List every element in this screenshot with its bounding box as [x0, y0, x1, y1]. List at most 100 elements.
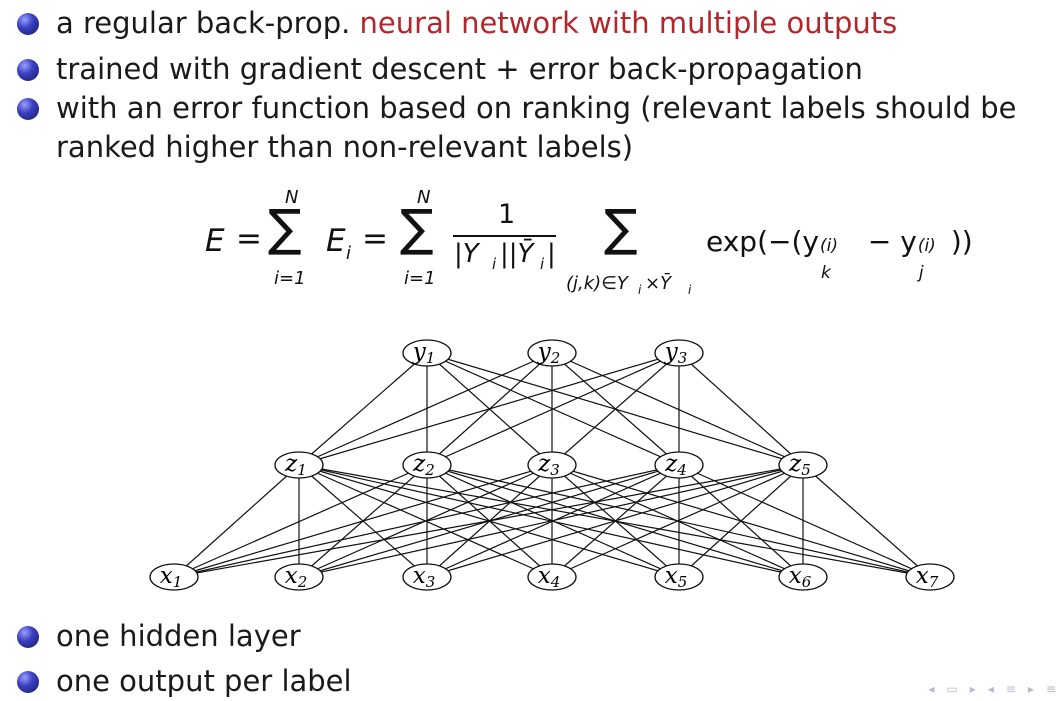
- edge-z4-y1: [426, 352, 680, 466]
- edge-z5-y3: [678, 352, 804, 466]
- frame-icon[interactable]: ▭: [946, 682, 958, 696]
- input-node-x7-ellipse: [905, 563, 955, 591]
- bullet-1-highlight: neural network with multiple outputs: [359, 6, 898, 40]
- fraction-denominator-1: |Y: [454, 239, 479, 269]
- output-node-y3: y3: [654, 339, 704, 367]
- output-node-y2: y2: [527, 339, 577, 367]
- section-prev-icon[interactable]: ◂: [987, 682, 994, 696]
- edge-z3-y1: [426, 352, 553, 466]
- edge-x4-z5: [551, 464, 804, 578]
- edge-x7-z5: [802, 464, 931, 578]
- sum3-lower-b: ×Ȳ: [645, 273, 672, 294]
- sum3-lower-sub-2: i: [688, 283, 692, 297]
- output-node-y1-ellipse: [402, 339, 452, 367]
- navigation-bar: ◂ ▭ ▸ ◂ ≡ ▸ ≡: [928, 682, 1056, 696]
- output-node-y3-ellipse: [654, 339, 704, 367]
- input-node-x5: x5: [654, 563, 704, 591]
- yk-sub: k: [820, 263, 831, 283]
- output-node-y1: y1: [402, 339, 452, 367]
- edge-z1-y1: [298, 352, 428, 466]
- bullet-dot-icon: [17, 671, 39, 693]
- section-icon[interactable]: ≡: [1005, 682, 1016, 696]
- bullet-item-3: with an error function based on ranking …: [8, 89, 1017, 167]
- neural-network-diagram: y1 y2 y3 z1 z2 z3 z4 z5 x1 x2 x3 x4 x5 x6 x7: [149, 339, 955, 591]
- input-node-x6-ellipse: [778, 563, 828, 591]
- exp-head: exp(−(y: [706, 225, 819, 258]
- formula-Ei: E: [326, 223, 346, 259]
- hidden-node-z5: z5: [778, 451, 828, 479]
- input-node-x3-ellipse: [402, 563, 452, 591]
- hidden-node-z4-ellipse: [654, 451, 704, 479]
- formula-E: E: [205, 223, 225, 259]
- bullet-dot-icon: [17, 59, 39, 81]
- prev-icon[interactable]: ◂: [928, 682, 935, 696]
- edge-z5-y1: [426, 352, 804, 466]
- input-node-x4-ellipse: [527, 563, 577, 591]
- input-node-x2: x2: [274, 563, 324, 591]
- edge-x1-z2: [173, 464, 428, 578]
- bullet-item-1: a regular back-prop. neural network with…: [8, 4, 897, 43]
- error-formula: E = N ∑ i=1 E i = N ∑ i=1 1 |Y i ||Ȳ i |…: [0, 185, 1062, 305]
- sum3-lower-sub-1: i: [638, 283, 642, 297]
- bullet-item-2: trained with gradient descent + error ba…: [8, 50, 863, 89]
- fraction-numerator: 1: [498, 199, 516, 230]
- edge-x2-z5: [298, 464, 804, 578]
- input-node-x5-ellipse: [654, 563, 704, 591]
- hidden-node-z5-ellipse: [778, 451, 828, 479]
- edge-z5-y2: [551, 352, 804, 466]
- hidden-node-z3-ellipse: [527, 451, 577, 479]
- edge-z1-y2: [298, 352, 553, 466]
- input-node-x4: x4: [527, 563, 577, 591]
- subsection-icon[interactable]: ≡: [1045, 682, 1056, 696]
- bullet-text-4: one hidden layer: [56, 619, 301, 653]
- input-node-x1-ellipse: [149, 563, 199, 591]
- sum1-lower: i=1: [274, 268, 306, 289]
- yk-sup: (i): [819, 236, 838, 256]
- bullet-text-5: one output per label: [56, 664, 352, 698]
- bullet-3-line-1: with an error function based on ranking …: [56, 91, 1017, 125]
- bullet-dot-icon: [17, 626, 39, 648]
- sum3-sigma: ∑: [604, 199, 638, 257]
- sum2-upper: N: [417, 187, 431, 208]
- hidden-node-z2: z2: [402, 451, 452, 479]
- fraction-denominator-3: |: [547, 239, 556, 269]
- formula-Ei-sub: i: [346, 243, 352, 264]
- bullet-dot-icon: [17, 98, 39, 120]
- formula-equals-2: =: [362, 221, 388, 257]
- fraction-bar: [453, 235, 556, 237]
- yj-sup: (i): [917, 236, 936, 256]
- sum2-sigma: ∑: [400, 199, 434, 257]
- network-edges: [173, 352, 931, 578]
- input-node-x1: x1: [149, 563, 199, 591]
- network-nodes: y1 y2 y3 z1 z2 z3 z4 z5 x1 x2 x3 x4 x5 x6 x7: [149, 339, 955, 591]
- output-node-y2-ellipse: [527, 339, 577, 367]
- sum3-lower-a: (j,k)∈Y: [566, 273, 628, 294]
- edge-x7-z4: [678, 464, 931, 578]
- yj-sub: j: [918, 263, 924, 283]
- edge-x1-z5: [173, 464, 804, 578]
- bullet-item-4: one hidden layer: [8, 617, 301, 656]
- edge-x1-z4: [173, 464, 680, 578]
- input-node-x6: x6: [778, 563, 828, 591]
- sum2-lower: i=1: [404, 268, 436, 289]
- edge-x1-z3: [173, 464, 553, 578]
- next-icon[interactable]: ▸: [969, 682, 976, 696]
- sum1-upper: N: [285, 187, 299, 208]
- input-node-x2-ellipse: [274, 563, 324, 591]
- bullet-text-3: with an error function based on ranking …: [56, 89, 1017, 167]
- hidden-node-z4: z4: [654, 451, 704, 479]
- exp-minus: − y: [858, 225, 917, 258]
- bullet-item-5: one output per label: [8, 662, 352, 701]
- bullet-3-line-2: ranked higher than non-relevant labels): [56, 130, 634, 164]
- exp-text: exp(−(y (i) k − y (i) j)): [706, 225, 973, 283]
- bullet-dot-icon: [17, 13, 39, 35]
- sum1-sigma: ∑: [268, 199, 302, 257]
- hidden-node-z3: z3: [527, 451, 577, 479]
- hidden-node-z1-ellipse: [274, 451, 324, 479]
- bullet-text-1: a regular back-prop. neural network with…: [56, 4, 897, 43]
- section-next-icon[interactable]: ▸: [1027, 682, 1034, 696]
- edge-x3-z5: [426, 464, 804, 578]
- exp-close: )): [950, 225, 973, 258]
- formula-equals-1: =: [236, 221, 262, 257]
- bullet-1-plain: a regular back-prop.: [56, 6, 360, 40]
